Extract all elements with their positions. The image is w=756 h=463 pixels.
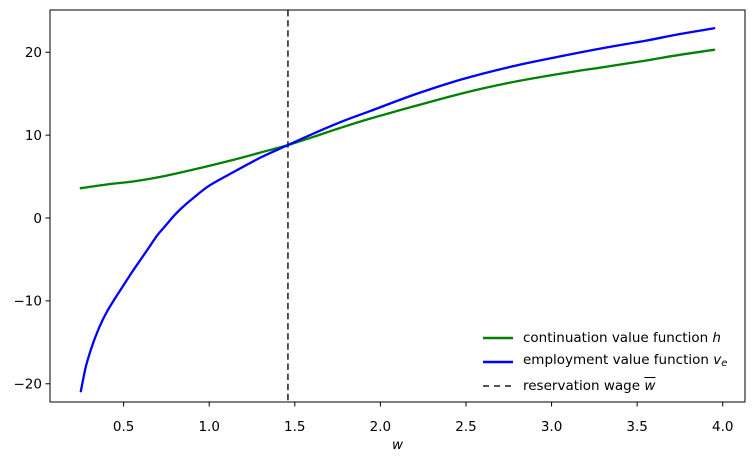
legend-line-icon: [483, 336, 513, 340]
legend-line-icon: [483, 360, 513, 364]
legend-item: continuation value function h: [483, 326, 727, 350]
legend-dashed-line-icon: [483, 385, 513, 387]
legend-item: employment value function ve: [483, 350, 727, 374]
x-tick-label: 2.0: [370, 419, 391, 435]
y-tick-label: 10: [25, 128, 42, 144]
x-tick-label: 3.0: [541, 419, 562, 435]
x-tick-label: 3.5: [626, 419, 647, 435]
legend-item: reservation wage w: [483, 374, 727, 398]
y-tick-label: −10: [14, 294, 43, 310]
legend-label: reservation wage w: [523, 378, 656, 394]
y-tick-label: 0: [33, 211, 42, 227]
x-tick-label: 4.0: [712, 419, 733, 435]
legend: continuation value function h employment …: [483, 326, 727, 398]
x-tick-label: 1.5: [284, 419, 305, 435]
legend-label: continuation value function h: [523, 330, 721, 346]
x-tick-label: 2.5: [455, 419, 476, 435]
plot-border: [49, 9, 746, 403]
y-tick-label: −20: [14, 377, 43, 393]
x-tick-label: 1.0: [198, 419, 219, 435]
x-axis-label: w: [391, 437, 404, 453]
x-tick-label: 0.5: [113, 419, 134, 435]
legend-label: employment value function ve: [523, 352, 728, 369]
employment-value-curve: [79, 27, 716, 393]
y-tick-label: 20: [25, 45, 42, 61]
continuation-value-curve: [79, 48, 716, 190]
